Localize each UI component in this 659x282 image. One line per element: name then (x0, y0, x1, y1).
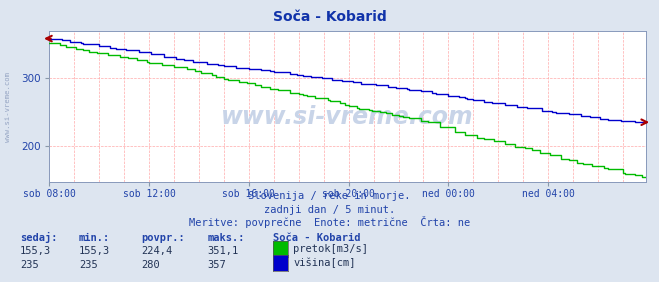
Text: 224,4: 224,4 (142, 246, 173, 256)
Text: www.si-vreme.com: www.si-vreme.com (221, 105, 474, 129)
Text: min.:: min.: (79, 233, 110, 243)
Text: 280: 280 (142, 261, 160, 270)
Text: 155,3: 155,3 (20, 246, 51, 256)
Text: 357: 357 (208, 261, 226, 270)
Text: povpr.:: povpr.: (142, 233, 185, 243)
Text: pretok[m3/s]: pretok[m3/s] (293, 244, 368, 254)
Text: Soča - Kobarid: Soča - Kobarid (273, 233, 361, 243)
Text: Soča - Kobarid: Soča - Kobarid (273, 10, 386, 24)
Text: maks.:: maks.: (208, 233, 245, 243)
Text: sedaj:: sedaj: (20, 232, 57, 243)
Text: 235: 235 (79, 261, 98, 270)
Text: 351,1: 351,1 (208, 246, 239, 256)
Text: 235: 235 (20, 261, 38, 270)
Text: zadnji dan / 5 minut.: zadnji dan / 5 minut. (264, 205, 395, 215)
Text: Slovenija / reke in morje.: Slovenija / reke in morje. (248, 191, 411, 201)
Text: višina[cm]: višina[cm] (293, 258, 356, 268)
Text: www.si-vreme.com: www.si-vreme.com (5, 72, 11, 142)
Text: 155,3: 155,3 (79, 246, 110, 256)
Text: Meritve: povprečne  Enote: metrične  Črta: ne: Meritve: povprečne Enote: metrične Črta:… (189, 216, 470, 228)
